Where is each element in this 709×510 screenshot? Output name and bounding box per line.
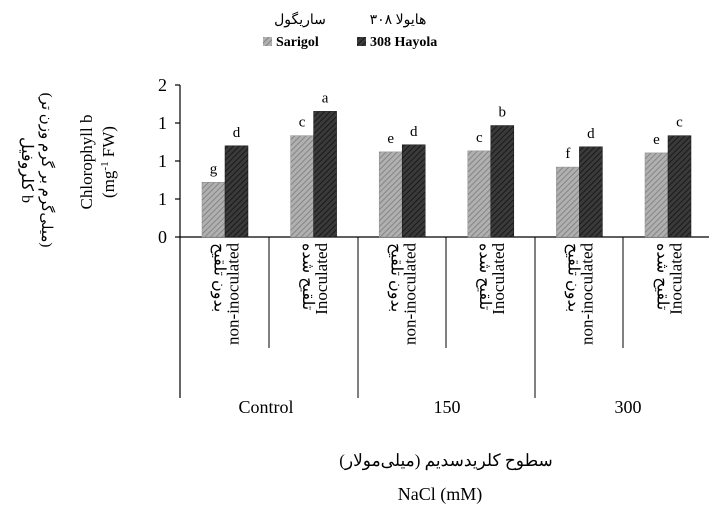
category-label-en: Inoculated — [489, 243, 508, 315]
bar-sarigol-1 — [201, 182, 226, 238]
category-label-fa: بدون تلقیح — [565, 243, 582, 312]
bar-sarigol-5 — [556, 166, 580, 238]
y-tick-label: 1 — [158, 113, 167, 133]
category-label-en: non-inoculated — [401, 243, 420, 345]
x-axis-label-en: NaCl (mM) — [398, 484, 483, 505]
y-tick-label: 1 — [158, 151, 167, 171]
bar-hayola-5 — [579, 146, 603, 238]
category-label-en: Inoculated — [312, 243, 331, 315]
bar-hayola-6 — [667, 135, 692, 238]
bar-hayola-3 — [401, 144, 426, 238]
y-tick-label: 1 — [158, 189, 167, 209]
legend-swatch-hayola — [357, 37, 366, 46]
group-label-control: Control — [238, 397, 293, 417]
significance-letter: g — [210, 161, 218, 177]
legend: ساریگول هایولا ۳۰۸ Sarigol 308 Hayola — [263, 11, 437, 50]
bar-sarigol-4 — [467, 150, 492, 238]
category-label-en: non-inoculated — [223, 243, 242, 345]
significance-letter: c — [676, 115, 683, 131]
significance-letter: e — [653, 132, 660, 148]
bar-sarigol-6 — [644, 152, 669, 238]
category-label-en: Inoculated — [666, 243, 685, 315]
y-axis-label-en-line2: (mg-1 FW) — [99, 126, 118, 198]
axes — [179, 85, 709, 398]
bar-hayola-4 — [490, 125, 515, 238]
y-axis-label-fa-line1: کلروفیل b — [18, 137, 35, 203]
category-label-fa: تلقیح شده — [299, 243, 316, 310]
legend-swatch-sarigol — [263, 37, 272, 46]
bar-sarigol-2 — [290, 135, 314, 238]
group-label-300: 300 — [615, 397, 642, 417]
bar-sarigol-3 — [378, 151, 403, 238]
y-axis-label-fa-line2: (میلی‌گرم بر گرم وزن تر) — [38, 93, 56, 248]
legend-item-1-label-en: Sarigol — [276, 35, 319, 50]
significance-letter: b — [499, 105, 507, 121]
significance-letter: c — [299, 115, 306, 131]
category-label-fa: تلقیح شده — [653, 243, 670, 310]
significance-letter: d — [587, 126, 595, 142]
category-label-fa: بدون تلقیح — [210, 243, 227, 312]
category-label-en: non-inoculated — [578, 243, 597, 345]
significance-letter: d — [233, 125, 241, 141]
y-axis-unit-superscript: -1 — [99, 161, 111, 170]
x-axis-label-fa: سطوح کلریدسدیم (میلی‌مولار) — [339, 451, 553, 471]
legend-item-1-label-fa: ساریگول — [274, 11, 326, 28]
significance-letter: c — [476, 130, 483, 146]
significance-letter: a — [322, 90, 329, 106]
group-labels: Control 150 300 — [238, 397, 641, 417]
y-tick-label: 2 — [158, 75, 167, 95]
y-axis-title: کلروفیل b (میلی‌گرم بر گرم وزن تر) Chlor… — [18, 93, 118, 248]
y-axis-label-en-line1: Chlorophyll b — [77, 115, 96, 210]
group-label-150: 150 — [434, 397, 461, 417]
significance-letter: f — [565, 146, 570, 162]
legend-item-2-label-fa: هایولا ۳۰۸ — [370, 13, 427, 28]
bars — [201, 111, 692, 238]
bar-hayola-2 — [313, 111, 337, 238]
bar-hayola-1 — [224, 145, 249, 238]
y-ticks: 0 1 1 1 2 — [158, 75, 180, 247]
category-label-fa: بدون تلقیح — [388, 243, 405, 312]
category-label-fa: تلقیح شده — [476, 243, 493, 310]
y-tick-label: 0 — [158, 227, 167, 247]
significance-letter: e — [387, 131, 394, 147]
legend-item-2-label-en: 308 Hayola — [370, 35, 437, 50]
significance-letter: d — [410, 124, 418, 140]
